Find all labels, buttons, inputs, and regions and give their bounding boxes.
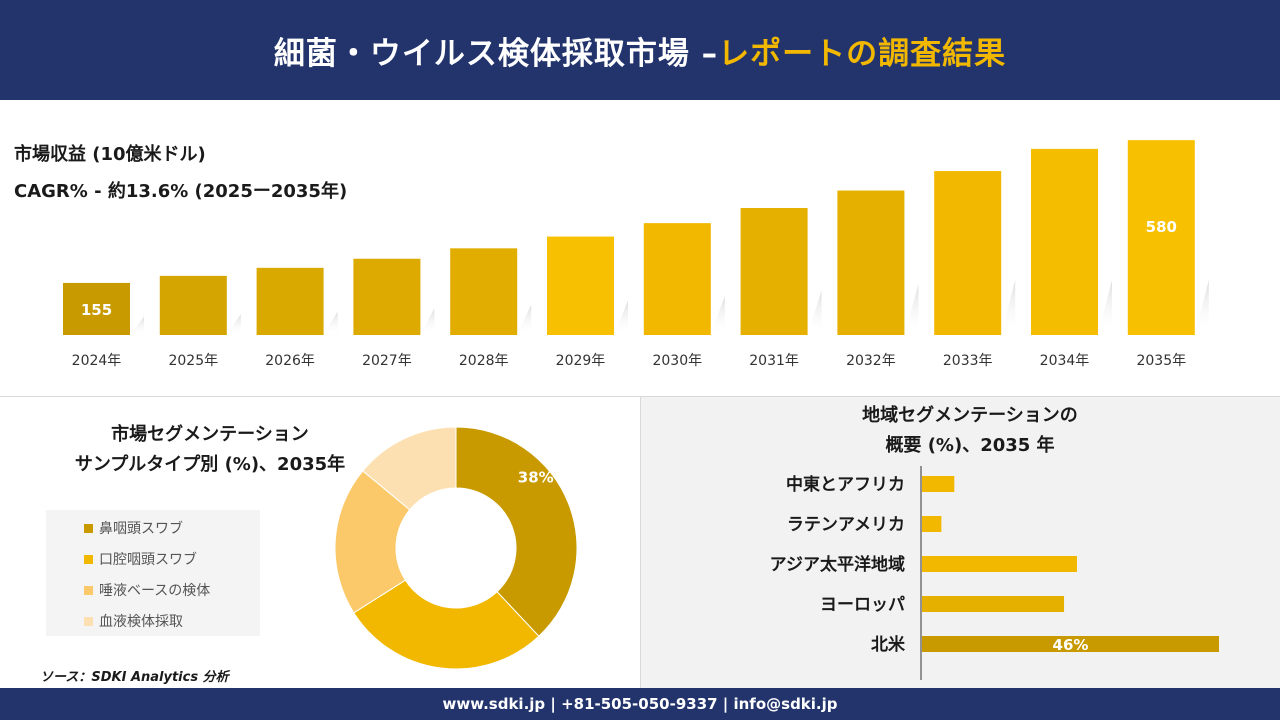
x-tick-label: 2025年 (168, 353, 218, 369)
region-title: 地域セグメンテーションの 概要 (%)、2035 年 (790, 401, 1150, 461)
revenue-bar (353, 258, 421, 335)
header-banner: 細菌・ウイルス検体採取市場 –レポートの調査結果 (0, 0, 1280, 100)
donut-slice (362, 426, 457, 511)
region-data-label: 46% (1053, 636, 1089, 654)
donut-slice (334, 470, 411, 614)
bar-shadow (1098, 280, 1112, 335)
legend-label: 口腔咽頭スワブ (99, 552, 197, 568)
revenue-label: 市場収益 (10億米ドル) (14, 144, 206, 165)
x-tick-label: 2033年 (943, 353, 993, 369)
region-category-label: 中東とアフリカ (786, 474, 905, 495)
revenue-bar (450, 248, 518, 335)
region-title-line2: 概要 (%)、2035 年 (885, 435, 1055, 456)
bar-shadow (517, 304, 532, 335)
donut-slice (455, 426, 578, 637)
x-tick-label: 2031年 (749, 353, 799, 369)
legend-item: 口腔咽頭スワブ (84, 549, 197, 569)
title-main: 細菌・ウイルス検体採取市場 – (273, 35, 719, 72)
horizontal-divider (0, 396, 1280, 397)
bar-data-label: 155 (81, 301, 112, 319)
footer-contact: www.sdki.jp | +81-505-050-9337 | info@sd… (442, 695, 838, 713)
x-tick-label: 2032年 (846, 353, 896, 369)
revenue-bar (63, 282, 130, 335)
bar-shadow (420, 308, 435, 335)
bar-shadow (904, 284, 919, 335)
vertical-divider (640, 397, 641, 688)
revenue-bar (740, 208, 808, 335)
legend-item: 鼻咽頭スワブ (84, 518, 183, 538)
x-tick-label: 2030年 (652, 353, 702, 369)
region-bar (922, 516, 942, 532)
legend-swatch (84, 554, 93, 564)
region-bar (922, 476, 955, 492)
x-tick-label: 2027年 (362, 353, 412, 369)
bar-shadow (226, 314, 241, 335)
revenue-bar (256, 267, 324, 335)
region-category-label: アジア太平洋地域 (770, 554, 905, 575)
source-note: ソース：SDKI Analytics 分析 (40, 670, 229, 685)
x-tick-label: 2028年 (459, 353, 509, 369)
bar-shadow (323, 311, 338, 335)
bar-shadow (710, 295, 725, 335)
footer-bar: www.sdki.jp | +81-505-050-9337 | info@sd… (0, 688, 1280, 720)
page-title: 細菌・ウイルス検体採取市場 –レポートの調査結果 (274, 28, 1006, 73)
revenue-bar (837, 190, 905, 335)
legend-label: 鼻咽頭スワブ (99, 521, 183, 537)
title-accent: レポートの調査結果 (718, 35, 1007, 72)
sample-type-donut-chart: 38% (334, 426, 578, 670)
bar-shadow (1001, 280, 1016, 335)
revenue-bar-chart: 155 580 2024年 2025年 2026年 2027年 2028年 2029年 203… (63, 140, 1209, 369)
legend-label: 血液検体採取 (99, 614, 183, 630)
region-bar (922, 636, 1219, 652)
sample-type-title-line2: サンプルタイプ別 (%)、2035年 (74, 454, 346, 475)
donut-data-label: 38% (518, 468, 554, 486)
revenue-bar (934, 171, 1002, 335)
region-category-label: 北米 (871, 634, 906, 655)
bar-shadow (1194, 280, 1209, 335)
x-tick-label: 2035年 (1136, 353, 1186, 369)
donut-legend: 鼻咽頭スワブ 口腔咽頭スワブ 唾液ベースの検体 血液検体採取 (46, 510, 260, 636)
region-bar (922, 596, 1065, 612)
legend-item: 唾液ベースの検体 (84, 580, 210, 600)
region-category-label: ラテンアメリカ (787, 515, 905, 535)
bar-data-label: 580 (1146, 218, 1177, 236)
revenue-bar (1031, 148, 1098, 335)
revenue-bar (643, 223, 711, 335)
cagr-label: CAGR% - 約13.6% (2025ー2035年) (14, 181, 348, 202)
bar-shadow (807, 290, 822, 335)
bar-shadow (130, 316, 144, 335)
x-tick-label: 2034年 (1040, 353, 1090, 369)
legend-swatch (84, 585, 93, 595)
x-tick-label: 2029年 (556, 353, 606, 369)
sample-type-title-line1: 市場セグメンテーション (111, 424, 309, 445)
revenue-bar (159, 275, 227, 335)
x-tick-label: 2026年 (265, 353, 315, 369)
region-category-label: ヨーロッパ (820, 595, 905, 615)
legend-item: 血液検体採取 (84, 611, 183, 631)
revenue-panel: 市場収益 (10億米ドル) CAGR% - 約13.6% (2025ー2035年… (0, 100, 1280, 395)
region-title-line1: 地域セグメンテーションの (862, 405, 1078, 426)
legend-swatch (84, 616, 93, 626)
bar-shadow (614, 300, 628, 335)
revenue-bar (547, 236, 614, 335)
legend-label: 唾液ベースの検体 (99, 583, 211, 599)
x-tick-label: 2024年 (72, 353, 122, 369)
donut-slice (353, 579, 540, 670)
legend-swatch (84, 523, 93, 533)
sample-type-title: 市場セグメンテーション サンプルタイプ別 (%)、2035年 (40, 420, 380, 480)
revenue-bar (1127, 140, 1195, 335)
region-bar (922, 556, 1077, 572)
